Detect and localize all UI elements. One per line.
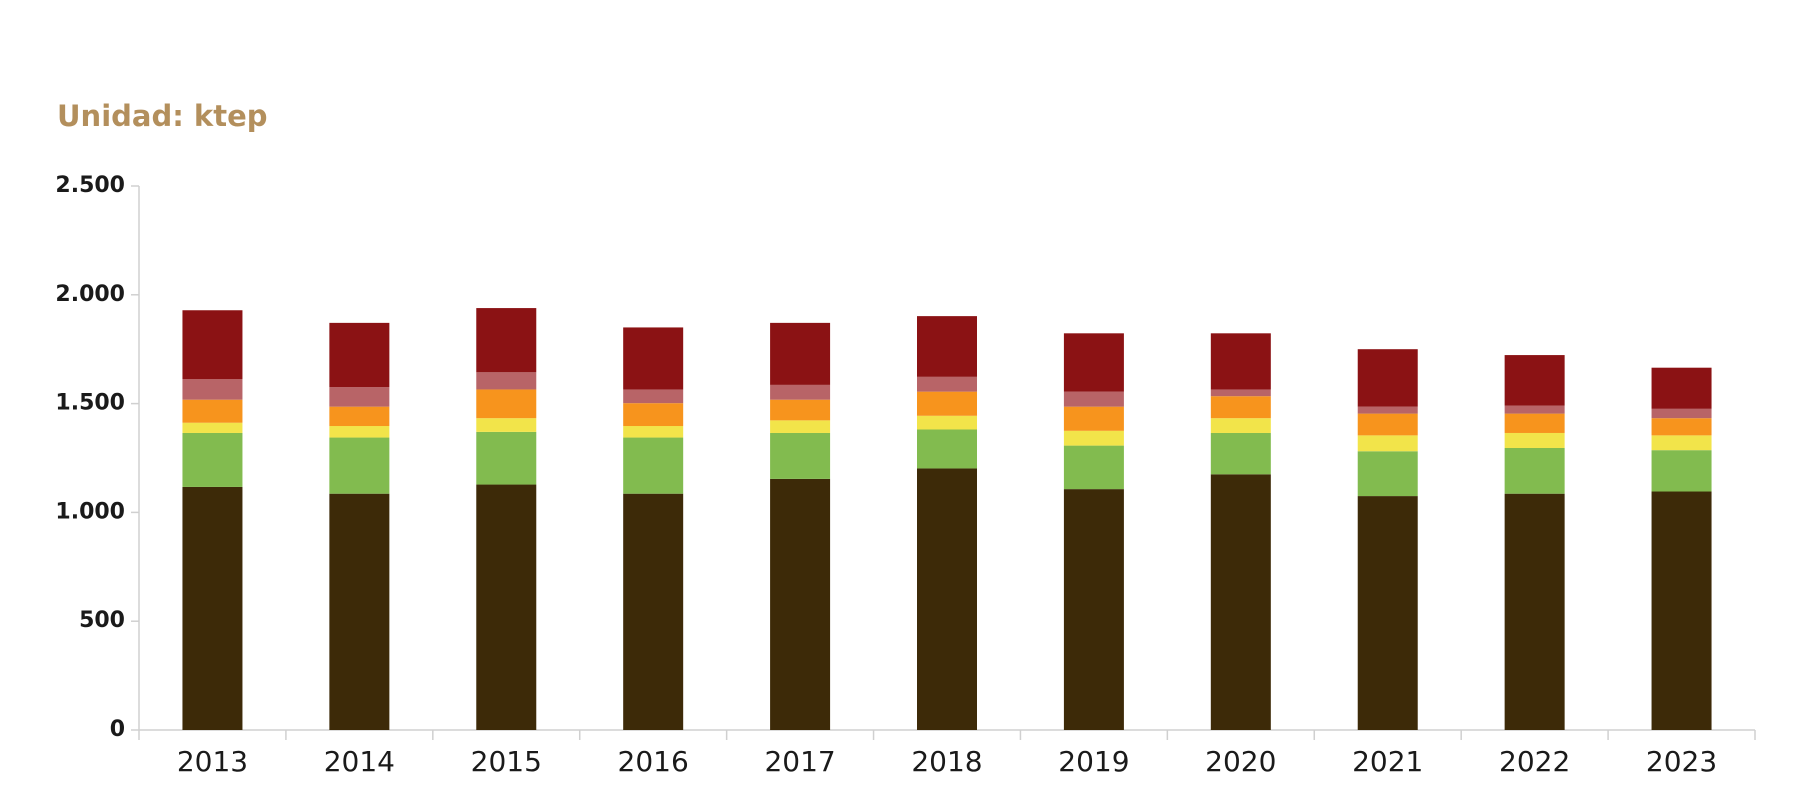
bar-segment (1357, 496, 1418, 730)
bar-segment (1063, 489, 1124, 730)
bar-segment (182, 486, 243, 730)
bar-segment (329, 406, 390, 427)
bar-segment (476, 389, 537, 419)
bar-segment (917, 391, 977, 416)
bar-segment (1063, 391, 1124, 407)
bar-segment (1651, 491, 1712, 730)
bar-segment (1063, 333, 1124, 392)
bar-segment (1210, 389, 1271, 397)
bar-segment (1210, 432, 1271, 475)
bar-segment (770, 432, 831, 479)
y-tick-label: 2.500 (55, 173, 125, 198)
bar-segment (1504, 355, 1565, 406)
y-tick-label: 2.000 (55, 282, 125, 307)
x-tick-label: 2017 (764, 745, 835, 778)
y-tick-label: 0 (110, 717, 125, 742)
bar-segment (623, 389, 684, 404)
bar-segment (917, 376, 977, 392)
bar-segment (917, 415, 977, 430)
x-tick-label: 2020 (1205, 745, 1276, 778)
bar-segment (476, 372, 537, 390)
bar-segment (770, 478, 831, 730)
bar-segment (1357, 435, 1418, 452)
bar-segment (917, 316, 977, 377)
x-tick-label: 2021 (1352, 745, 1423, 778)
bar-segment (329, 387, 390, 407)
chart-subtitle: Unidad: ktep (57, 99, 268, 133)
bar-segment (182, 310, 243, 380)
bar-segment (1210, 474, 1271, 730)
bar-segment (1357, 349, 1418, 407)
bar-segment (182, 422, 243, 433)
bar-segment (1210, 396, 1271, 419)
bar-segment (623, 403, 684, 427)
bar-segment (917, 429, 977, 469)
bar-segment (770, 384, 831, 400)
bar-segment (1063, 430, 1124, 446)
x-tick-label: 2018 (911, 745, 982, 778)
x-tick-label: 2019 (1058, 745, 1129, 778)
bar-segment (1210, 418, 1271, 433)
bar-segment (917, 468, 977, 730)
bar-segment (476, 431, 537, 485)
bar-segment (182, 379, 243, 400)
bar-segment (1651, 450, 1712, 492)
bar-segment (770, 322, 831, 385)
y-tick-label: 500 (79, 608, 125, 633)
bar-segment (1357, 406, 1418, 414)
bar-segment (476, 418, 537, 432)
bar-segment (1357, 451, 1418, 497)
bar-segment (1504, 447, 1565, 494)
bar-segment (623, 426, 684, 438)
bar-segment (770, 399, 831, 421)
bar-segment (1210, 333, 1271, 390)
x-tick-label: 2013 (177, 745, 248, 778)
bar-segment (623, 327, 684, 390)
bar-segment (770, 420, 831, 433)
bar-segment (1063, 445, 1124, 490)
x-tick-label: 2015 (471, 745, 542, 778)
bar-segment (1504, 432, 1565, 448)
bar-segment (1357, 413, 1418, 436)
bar-segment (1651, 418, 1712, 436)
bar-segment (1651, 367, 1712, 409)
bar-segment (1504, 405, 1565, 414)
bar-segment (476, 308, 537, 373)
y-tick-label: 1.500 (55, 391, 125, 416)
bar-segment (623, 493, 684, 730)
bar-segment (329, 437, 390, 494)
y-tick-label: 1.000 (55, 499, 125, 524)
bar-segment (329, 322, 390, 388)
bar-segment (182, 399, 243, 423)
x-tick-label: 2022 (1499, 745, 1570, 778)
x-tick-label: 2023 (1646, 745, 1717, 778)
x-tick-label: 2016 (618, 745, 689, 778)
bar-segment (1063, 406, 1124, 431)
bar-segment (182, 432, 243, 487)
bar-segment (1504, 493, 1565, 730)
bar-segment (1651, 408, 1712, 419)
bar-segment (1651, 435, 1712, 451)
bar-segment (329, 493, 390, 730)
bar-segment (623, 437, 684, 494)
bar-segment (1504, 413, 1565, 433)
bar-segment (329, 426, 390, 438)
x-tick-label: 2014 (324, 745, 395, 778)
bar-segment (476, 484, 537, 730)
